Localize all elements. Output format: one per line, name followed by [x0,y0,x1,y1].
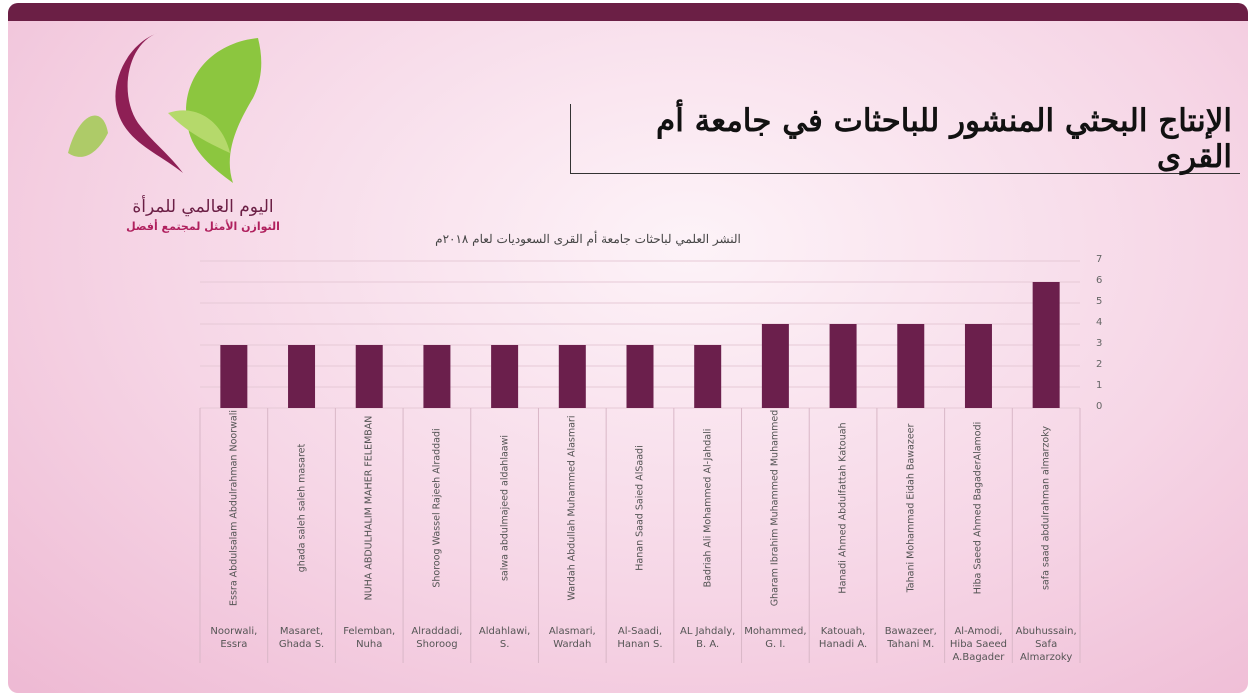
full-name-label: Badriah Ali Mohammed Al-Jahdali [702,428,714,588]
logo-face [115,33,183,173]
y-tick-label: 2 [1096,359,1103,370]
x-tick-label: Katouah, Hanadi A. [818,626,868,650]
full-name-label: Hiba Saeed Ahmed BagaderAlamodi [972,421,984,595]
x-tick-label: Bawazeer, Tahani M. [884,626,937,650]
y-tick-label: 4 [1096,317,1103,328]
bar [761,324,789,408]
logo [68,33,262,183]
logo-title: اليوم العالمي للمرأة [132,197,274,217]
x-tick-label: Noorwali, Essra [210,626,258,650]
full-name-label: safa saad abdulrahman almarzoky [1040,425,1052,591]
bar [491,345,519,408]
bar [288,345,316,408]
bar [558,345,586,408]
bar [964,324,992,408]
full-name-label: Hanan Saad Saied AlSaadi [634,445,646,571]
logo-subtitle: التوازن الأمثل لمجتمع أفضل [126,220,280,233]
logo-leaf [186,38,262,183]
x-tick-label: Alasmari, Wardah [548,626,596,650]
slide-title: الإنتاج البحثي المنشور للباحثات في جامعة… [570,103,1240,175]
x-tick-label: AL Jahdaly, B. A. [680,626,736,650]
y-tick-label: 0 [1096,401,1103,412]
bar [220,345,248,408]
full-name-label: Hanadi Ahmed Abdulfattah Katouah [837,422,849,594]
y-tick-label: 1 [1096,380,1103,391]
x-tick-label: Abuhussain, Safa Almarzoky [1015,626,1077,663]
x-tick-label: Al-Saadi, Hanan S. [617,626,663,650]
full-name-label: Wardah Abdullah Muhammed Alasmari [566,415,578,601]
bar [423,345,451,408]
y-tick-label: 3 [1096,338,1103,349]
y-tick-label: 7 [1096,254,1103,265]
x-tick-label: Alraddadi, Shoroog [411,626,463,650]
x-tick-label: Mohammed, G. I. [744,626,807,650]
bar [1032,282,1060,408]
full-name-label: Tahani Mohammad Eidah Bawazeer [905,423,917,593]
bar [897,324,925,408]
bar [355,345,383,408]
logo-leaf [168,110,230,153]
full-name-label: salwa abdulmajeed aldahlaawi [499,434,511,582]
chart [199,260,1081,663]
x-tick-label: Felemban, Nuha [343,626,396,650]
x-tick-label: Masaret, Ghada S. [278,626,325,650]
bar [626,345,654,408]
full-name-label: NUHA ABDULHALIM MAHER FELEMBAN [363,415,375,601]
bar [694,345,722,408]
y-tick-label: 5 [1096,296,1103,307]
full-name-label: Essra Abdulsalam Abdulrahman Noorwali [228,410,240,606]
chart-title: النشر العلمي لباحثات جامعة أم القرى السع… [435,232,741,246]
slide: اليوم العالمي للمرأة التوازن الأمثل لمجت… [8,3,1248,693]
x-tick-label: Al-Amodi, Hiba Saeed A.Bagader [949,626,1007,663]
top-bar [8,3,1248,21]
bar [829,324,857,408]
y-tick-label: 6 [1096,275,1103,286]
full-name-label: Gharam Ibrahim Muhammed Muhammed [769,409,781,607]
full-name-label: Shoroog Wassel Rajeeh Alraddadi [431,428,443,588]
full-name-label: ghada saleh saleh masaret [296,443,308,573]
logo-calligraphy [68,115,108,157]
x-tick-label: Aldahlawi, S. [478,626,531,650]
